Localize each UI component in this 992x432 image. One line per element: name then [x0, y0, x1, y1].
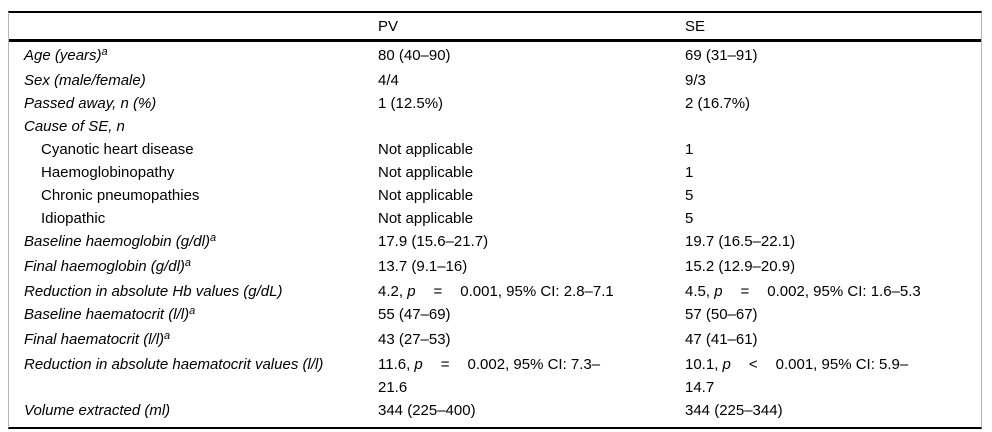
- table-row: Haemoglobinopathy Not applicable 1: [9, 161, 981, 184]
- cell-pv: 55 (47–69): [378, 306, 451, 323]
- cell-pv: 1 (12.5%): [378, 95, 444, 112]
- footnote-marker: a: [184, 257, 192, 269]
- cell-se: 69 (31–91): [685, 47, 758, 64]
- table-row: Sex (male/female) 4/4 9/3: [9, 69, 981, 92]
- row-label: Final haemoglobin (g/dl)a: [24, 257, 192, 275]
- cell-se: 344 (225–344): [685, 402, 783, 419]
- row-label: Baseline haematocrit (l/l)a: [24, 305, 196, 323]
- table-row: Chronic pneumopathies Not applicable 5: [9, 184, 981, 207]
- table-row: Baseline haematocrit (l/l)a 55 (47–69) 57 …: [9, 303, 981, 328]
- cell-se: 9/3: [685, 72, 706, 89]
- p-symbol: p: [714, 283, 723, 300]
- footnote-marker: a: [101, 46, 108, 58]
- row-label: Idiopathic: [41, 210, 106, 227]
- row-label: Haemoglobinopathy: [41, 164, 175, 181]
- table-row: Cause of SE, n: [9, 115, 981, 138]
- cell-pv: Not applicable: [378, 141, 474, 158]
- table-row: Volume extracted (ml) 344 (225–400) 344 (2…: [9, 399, 981, 422]
- row-label: Cause of SE, n: [24, 118, 125, 135]
- cell-se: 57 (50–67): [685, 306, 758, 323]
- row-label: Final haematocrit (l/l)a: [24, 330, 171, 348]
- table-row: Age (years)a 80 (40–90) 69 (31–91): [9, 44, 981, 69]
- table-row: Baseline haemoglobin (g/dl)a 17.9 (15.6–2…: [9, 230, 981, 255]
- table-row: Cyanotic heart disease Not applicable 1: [9, 138, 981, 161]
- cell-se: 5: [685, 210, 694, 227]
- cell-pv: 4/4: [378, 72, 399, 89]
- p-symbol: p: [414, 356, 423, 373]
- cell-se: 5: [685, 187, 694, 204]
- table-row: Idiopathic Not applicable 5: [9, 207, 981, 230]
- cell-pv: Not applicable: [378, 164, 474, 181]
- cell-pv: 344 (225–400): [378, 402, 476, 419]
- cell-se: 4.5, p = 0.002, 95% CI: 1.6–5.3: [685, 283, 921, 300]
- p-symbol: p: [407, 283, 416, 300]
- row-label: Chronic pneumopathies: [41, 187, 200, 204]
- cell-pv: 17.9 (15.6–21.7): [378, 233, 489, 250]
- cell-se: 15.2 (12.9–20.9): [685, 258, 796, 275]
- row-label: Cyanotic heart disease: [41, 141, 194, 158]
- cell-pv: 4.2, p = 0.001, 95% CI: 2.8–7.1: [378, 283, 614, 300]
- cell-pv: Not applicable: [378, 187, 474, 204]
- p-symbol: p: [722, 356, 731, 373]
- cell-se: 10.1, p <0.001, 95% CI: 5.9–14.7: [685, 356, 909, 396]
- cell-pv: 80 (40–90): [378, 47, 451, 64]
- table-header-row: PV SE: [9, 13, 981, 42]
- cell-pv: Not applicable: [378, 210, 474, 227]
- table-row: Final haematocrit (l/l)a 43 (27–53) 47 (41…: [9, 328, 981, 353]
- cell-se: 47 (41–61): [685, 331, 758, 348]
- patient-characteristics-table: PV SE Age (years)a 80 (40–90) 69 (31–91) Se…: [8, 11, 982, 429]
- cell-pv: 13.7 (9.1–16): [378, 258, 468, 275]
- cell-pv: [378, 115, 685, 138]
- row-label: Volume extracted (ml): [24, 402, 171, 419]
- row-label: Baseline haemoglobin (g/dl)a: [24, 232, 217, 250]
- cell-se: [685, 115, 981, 138]
- footnote-marker: a: [209, 232, 217, 244]
- row-label: Sex (male/female): [24, 72, 146, 89]
- cell-se: 1: [685, 164, 694, 181]
- row-label: Reduction in absolute Hb values (g/dL): [24, 283, 283, 300]
- table-row: Reduction in absolute Hb values (g/dL) 4.…: [9, 280, 981, 303]
- header-pv: PV: [378, 17, 399, 35]
- header-se: SE: [685, 17, 706, 35]
- cell-pv: 11.6, p = 0.002, 95% CI: 7.3–21.6: [378, 356, 601, 396]
- table-row: Reduction in absolute haematocrit values…: [9, 353, 981, 399]
- table-row: Final haemoglobin (g/dl)a 13.7 (9.1–16) 15…: [9, 255, 981, 280]
- cell-se: 2 (16.7%): [685, 95, 751, 112]
- cell-se: 1: [685, 141, 694, 158]
- row-label: Age (years)a: [24, 46, 108, 64]
- table-row: Passed away, n (%) 1 (12.5%) 2 (16.7%): [9, 92, 981, 115]
- table-body: Age (years)a 80 (40–90) 69 (31–91) Sex (mal…: [9, 42, 981, 427]
- footnote-marker: a: [189, 305, 196, 317]
- footnote-marker: a: [164, 330, 171, 342]
- row-label: Passed away, n (%): [24, 95, 157, 112]
- row-label: Reduction in absolute haematocrit values…: [24, 356, 324, 373]
- cell-se: 19.7 (16.5–22.1): [685, 233, 796, 250]
- cell-pv: 43 (27–53): [378, 331, 451, 348]
